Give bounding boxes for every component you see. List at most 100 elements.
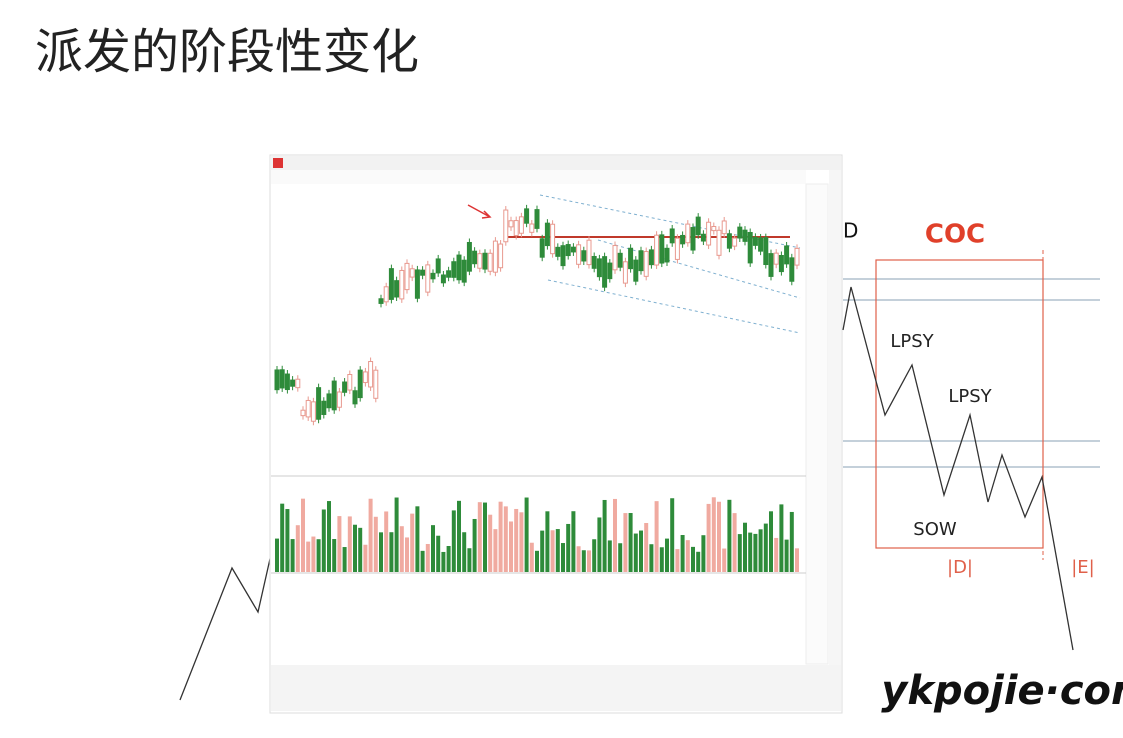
lpsy-label: LPSY [948,386,992,407]
volume-bar [675,549,680,572]
candle [706,221,712,246]
volume-bar [540,530,545,572]
volume-bar [363,544,368,572]
candle [784,245,790,265]
phase-d-label: |D| [947,557,973,578]
volume-bar [680,535,685,572]
candle [394,280,400,298]
candle [279,369,285,389]
candle [420,269,426,276]
volume-bar [566,523,571,572]
volume-bar [795,548,799,572]
volume-bar [550,530,555,572]
candle [404,262,410,291]
volume-bar [732,513,737,572]
chart-screenshot [269,154,843,714]
candle [326,393,332,409]
candle [336,391,342,408]
candle [690,227,696,251]
volume-bar [368,498,373,572]
volume-bar [581,550,586,572]
candle [633,259,639,282]
arrow [467,204,492,219]
volume-bar [628,513,633,572]
volume-bar [301,498,305,572]
candle [352,390,358,405]
candle [586,239,592,266]
candle [617,252,623,268]
candle [529,223,535,233]
volume-bar [758,529,763,572]
candle [773,252,779,265]
candle [732,237,738,247]
candle [794,247,800,266]
volume-bar [576,546,581,572]
candle [399,269,405,300]
candle [700,233,706,242]
candle [768,253,774,277]
candle [576,244,582,265]
phase-e-label: |E| [1071,557,1095,578]
volume-bar [571,511,576,572]
candle [435,258,441,274]
volume-bar [280,503,285,572]
volume-bar [737,534,742,572]
volume-bar [763,523,768,572]
sow-label: SOW [913,519,957,540]
candle [513,220,519,237]
watermark: ykpojie·com [881,668,1123,714]
volume-bar [774,537,779,572]
volume-bar [441,551,446,572]
channel-line [539,194,801,249]
candle [539,238,545,258]
candle [362,371,368,384]
candle [721,220,727,235]
candle [570,246,576,253]
candle [347,374,353,391]
candle [659,234,665,264]
candle [654,234,660,266]
volume-bar [607,540,612,572]
candle [591,255,597,269]
candle [446,270,452,278]
candle [680,234,686,245]
candle [742,229,748,242]
volume-bar [457,500,461,572]
volume-bar [342,547,347,572]
candle [321,400,327,415]
volume-bar [493,529,498,572]
volume-bar [524,497,529,572]
volume-bar [472,518,477,572]
candle [368,361,374,388]
candle [758,237,764,252]
channel-line [597,239,801,299]
volume-bar [592,539,597,572]
volume-bar [327,501,331,572]
volume-bar [618,543,623,572]
candle [789,257,795,282]
volume-bar [789,511,794,572]
volume-bar [597,517,602,572]
volume-bar [415,506,420,572]
candle [674,237,680,260]
volume-bar [405,537,409,572]
volume-bar [514,508,519,572]
candle [560,245,566,267]
volume-bar [467,548,472,572]
candle [747,231,753,264]
candle [284,373,290,391]
volume-bar [685,540,690,572]
candle [508,220,514,228]
candle [274,369,280,391]
candle [695,216,701,236]
volume-bar [665,538,669,572]
volume-bar [701,535,706,572]
volume-bar [602,499,607,572]
volume-bar [275,538,279,572]
candle [685,223,691,244]
candle [466,241,472,272]
candle [310,401,316,422]
volume-bar [316,539,321,572]
status-bar [271,665,841,711]
volume-bar [436,535,441,572]
